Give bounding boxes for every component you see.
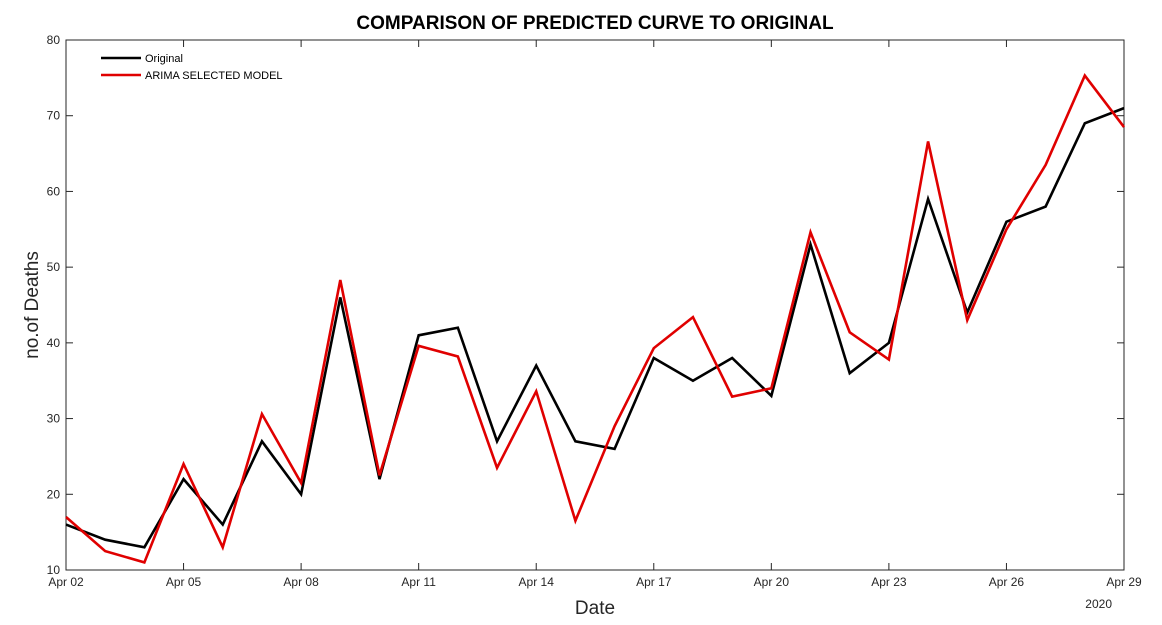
y-axis-label: no.of Deaths [22, 251, 43, 359]
y-tick-label: 70 [47, 109, 61, 123]
x-axis-label: Date [575, 598, 615, 619]
x-axis-year-label: 2020 [1085, 597, 1112, 611]
x-tick-label: Apr 29 [1106, 575, 1142, 589]
y-tick-label: 80 [47, 33, 61, 47]
legend-label-arima: ARIMA SELECTED MODEL [145, 70, 283, 82]
x-tick-label: Apr 08 [283, 575, 319, 589]
chart-title: COMPARISON OF PREDICTED CURVE TO ORIGINA… [356, 13, 834, 34]
x-tick-label: Apr 14 [519, 575, 555, 589]
y-tick-label: 20 [47, 487, 61, 501]
x-axis: Apr 02 Apr 05 Apr 08 Apr 11 Apr 14 Apr 17 Apr … [48, 40, 1142, 589]
y-axis: 10 20 30 40 50 60 70 80 [47, 33, 1124, 577]
y-tick-label: 50 [47, 260, 61, 274]
x-tick-label: Apr 17 [636, 575, 672, 589]
y-tick-label: 60 [47, 184, 61, 198]
x-tick-label: Apr 26 [989, 575, 1025, 589]
series-layer [65, 73, 1126, 565]
series-line-arima-selected-model [65, 73, 1126, 565]
x-tick-label: Apr 05 [166, 575, 202, 589]
y-tick-label: 10 [47, 563, 61, 577]
x-tick-label: Apr 23 [871, 575, 907, 589]
y-tick-label: 40 [47, 336, 61, 350]
y-tick-label: 30 [47, 412, 61, 426]
legend: Original ARIMA SELECTED MODEL [101, 53, 283, 82]
x-tick-label: Apr 11 [401, 575, 436, 589]
x-tick-label: Apr 02 [48, 575, 84, 589]
x-tick-label: Apr 20 [754, 575, 790, 589]
legend-label-original: Original [145, 53, 183, 65]
